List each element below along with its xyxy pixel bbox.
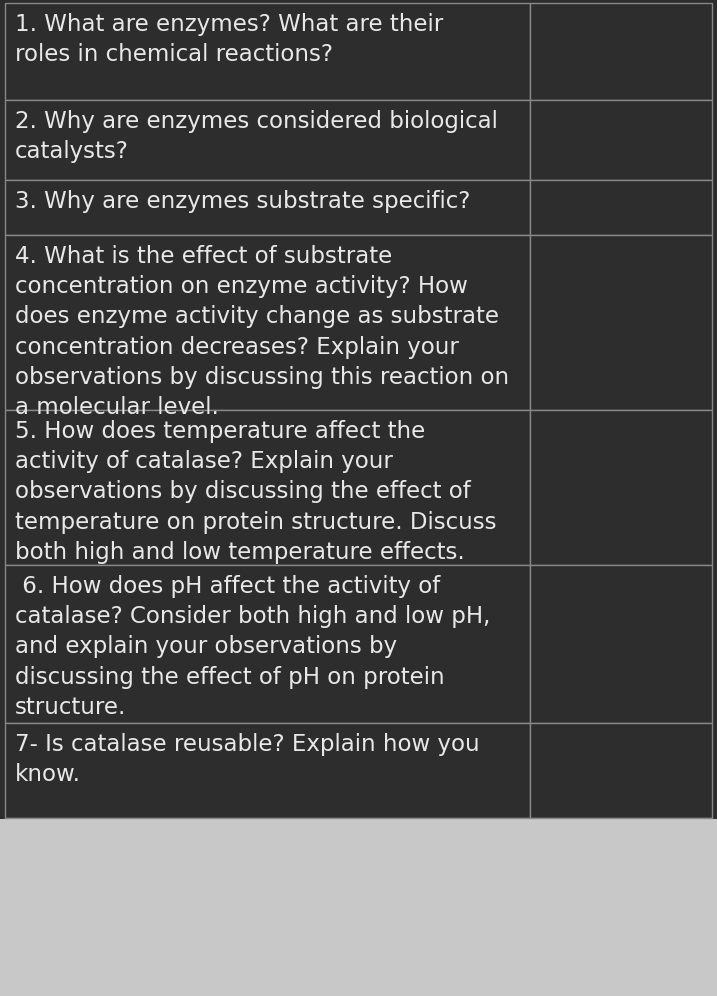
Bar — [530, 3, 712, 100]
Bar — [530, 180, 712, 235]
Bar — [530, 723, 712, 818]
Bar — [5, 3, 530, 100]
Bar — [530, 100, 712, 180]
Bar — [530, 235, 712, 410]
Bar — [5, 235, 530, 410]
Bar — [0, 819, 717, 996]
Bar — [530, 410, 712, 565]
Bar — [5, 180, 530, 235]
Bar — [5, 100, 530, 180]
Text: 5. How does temperature affect the
activity of catalase? Explain your
observatio: 5. How does temperature affect the activ… — [15, 420, 496, 564]
Bar — [5, 410, 530, 565]
Text: 4. What is the effect of substrate
concentration on enzyme activity? How
does en: 4. What is the effect of substrate conce… — [15, 245, 509, 419]
Bar — [530, 565, 712, 723]
Text: 2. Why are enzymes considered biological
catalysts?: 2. Why are enzymes considered biological… — [15, 110, 498, 163]
Text: 6. How does pH affect the activity of
catalase? Consider both high and low pH,
a: 6. How does pH affect the activity of ca… — [15, 575, 490, 719]
Bar — [5, 565, 530, 723]
Text: 7- Is catalase reusable? Explain how you
know.: 7- Is catalase reusable? Explain how you… — [15, 733, 480, 786]
Bar — [5, 723, 530, 818]
Text: 1. What are enzymes? What are their
roles in chemical reactions?: 1. What are enzymes? What are their role… — [15, 13, 443, 66]
Text: 3. Why are enzymes substrate specific?: 3. Why are enzymes substrate specific? — [15, 190, 470, 213]
